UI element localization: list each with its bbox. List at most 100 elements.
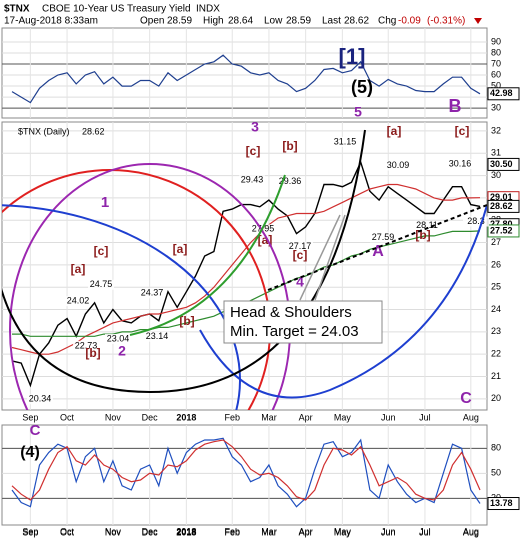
y-tick-label: 27 — [491, 237, 501, 247]
price-label-bg — [385, 160, 411, 171]
wave-label: [b] — [85, 346, 100, 360]
series-line — [11, 54, 481, 104]
main-panel-frame — [1, 121, 488, 411]
x-tick-label: Jun — [381, 527, 396, 537]
wave-label: B — [449, 96, 462, 116]
x-tick-label: Sep — [22, 526, 38, 536]
y-tick-label: 50 — [491, 468, 501, 478]
value-marker-box — [487, 224, 520, 238]
target-note: Head & Shoulders Min. Target = 24.03 — [223, 300, 383, 344]
wave-label: [c] — [94, 244, 109, 258]
x-tick-label: Aug — [463, 412, 479, 422]
x-tick-label: Feb — [224, 527, 240, 537]
price-label-bg — [277, 176, 303, 187]
wave-label: [c] — [293, 248, 308, 262]
price-label: 29.36 — [279, 176, 302, 186]
wave-label: [a] — [71, 262, 86, 276]
high-label: High — [203, 16, 224, 27]
wave-label: [b] — [179, 314, 194, 328]
wave-label: C — [460, 390, 472, 407]
x-tick-label: Jun — [381, 412, 396, 422]
price-label: 24.02 — [67, 295, 90, 305]
open-value: 28.59 — [167, 16, 192, 27]
note-line: Head & Shoulders — [230, 304, 352, 321]
price-label: 20.34 — [29, 394, 52, 404]
y-tick-label: 25 — [491, 282, 501, 292]
cycle-arc — [129, 174, 286, 336]
wave-label: 5 — [354, 104, 362, 120]
price-label-bg — [139, 288, 165, 299]
x-tick-label: 2018 — [176, 527, 196, 537]
target-pointer — [299, 214, 346, 301]
exchange: INDX — [196, 4, 220, 15]
change-percent: (-0.31%) — [427, 16, 465, 27]
x-tick-label: Feb — [224, 526, 240, 536]
x-tick-label: Dec — [142, 526, 159, 536]
price-label-bg — [370, 232, 396, 243]
header: $TNX CBOE 10-Year US Treasury Yield INDX… — [4, 4, 482, 27]
x-tick-label: Apr — [299, 412, 313, 422]
high-value: 28.64 — [228, 16, 253, 27]
x-tick-label: May — [334, 412, 352, 422]
x-tick-label: 2018 — [176, 526, 196, 536]
price-label-bg — [88, 279, 114, 290]
open-label: Open — [140, 16, 164, 27]
legend-label: $TNX (Daily) — [18, 126, 70, 136]
x-tick-label: Mar — [261, 412, 277, 422]
series-line — [11, 183, 481, 355]
y-tick-label: 50 — [491, 80, 501, 90]
price-label: 24.37 — [141, 288, 164, 298]
x-tick-label: Jul — [419, 526, 431, 536]
x-tick-label: Dec — [142, 412, 159, 422]
last-label: Last — [322, 16, 341, 27]
value-marker-label: 13.78 — [490, 498, 513, 508]
wave-label: 3 — [251, 119, 259, 135]
wave-label: [1] — [339, 44, 366, 69]
top-panel-frame — [1, 27, 488, 119]
wave-label: 4 — [296, 274, 304, 290]
value-marker-box — [487, 497, 520, 511]
value-marker-box — [487, 199, 520, 213]
change-label: Chg — [378, 16, 396, 27]
price-label: 22.73 — [75, 340, 98, 350]
x-tick-label: Mar — [261, 527, 277, 537]
y-tick-label: 80 — [491, 47, 501, 57]
y-tick-label: 30 — [491, 170, 501, 180]
y-tick-label: 90 — [491, 36, 501, 46]
y-tick-label: 23 — [491, 326, 501, 336]
x-tick-label: Dec — [142, 527, 159, 537]
y-tick-label: 20 — [491, 393, 501, 403]
wave-label: [a] — [173, 242, 188, 256]
timestamp: 17-Aug-2018 8:33am — [4, 16, 98, 27]
x-tick-label: Nov — [105, 412, 122, 422]
cycle-arc — [2, 129, 366, 394]
x-tick-label: 2018 — [176, 412, 196, 422]
wave-label: C — [30, 422, 41, 439]
wave-label: 2 — [118, 343, 126, 359]
series-line — [11, 160, 481, 388]
x-tick-label: Feb — [224, 412, 240, 422]
price-label-bg — [239, 175, 265, 186]
wave-label: [c] — [246, 144, 261, 158]
price-label: 31.15 — [334, 136, 357, 146]
wave-label: (4) — [20, 444, 40, 461]
x-tick-label: Sep — [22, 412, 38, 422]
low-label: Low — [264, 16, 283, 27]
price-label: 29.43 — [241, 175, 264, 185]
x-tick-label: Apr — [299, 527, 313, 537]
x-tick-label: Aug — [463, 526, 479, 536]
security-name: CBOE 10-Year US Treasury Yield — [42, 4, 191, 15]
value-marker-label: 27.52 — [490, 225, 513, 235]
note-box — [223, 300, 383, 344]
value-marker-label: 29.01 — [490, 192, 513, 202]
panel: 205080SepOctNovDec2018FebMarAprMayJunJul… — [2, 422, 520, 537]
y-tick-label: 26 — [491, 259, 501, 269]
down-arrow — [474, 18, 482, 24]
last-value: 28.62 — [344, 16, 369, 27]
symbol: $TNX — [4, 4, 30, 15]
price-label: 30.09 — [387, 160, 410, 170]
wave-label: [a] — [387, 124, 402, 138]
x-tick-label: Apr — [299, 526, 313, 536]
x-tick-label: Nov — [105, 526, 122, 536]
